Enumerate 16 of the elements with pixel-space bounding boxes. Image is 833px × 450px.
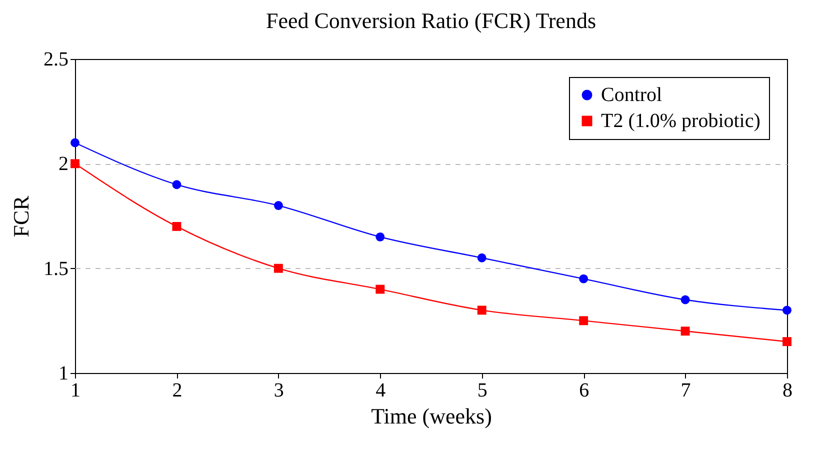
y-tick-label: 2 [58, 153, 68, 176]
chart-title: Feed Conversion Ratio (FCR) Trends [266, 8, 596, 33]
x-tick-label: 7 [680, 380, 691, 402]
x-tick-label: 5 [477, 380, 488, 402]
legend-label: T2 (1.0% probiotic) [601, 110, 760, 132]
legend-label: Control [601, 84, 663, 106]
y-tick-label: 2.5 [44, 48, 68, 70]
y-tick-label: 1 [58, 362, 68, 384]
x-tick-label: 2 [172, 380, 182, 402]
x-tick-label: 3 [274, 380, 284, 402]
x-tick-label: 6 [579, 380, 590, 402]
x-axis-title: Time (weeks) [371, 404, 492, 428]
y-axis-title: FCR [8, 195, 34, 238]
x-tick-label: 8 [782, 380, 792, 402]
x-tick-label: 4 [376, 380, 386, 402]
y-tick-label: 1.5 [44, 258, 68, 280]
